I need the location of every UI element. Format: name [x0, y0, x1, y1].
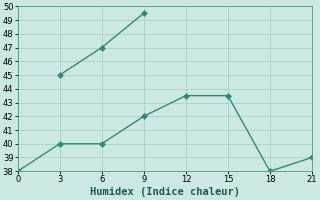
X-axis label: Humidex (Indice chaleur): Humidex (Indice chaleur): [90, 187, 240, 197]
